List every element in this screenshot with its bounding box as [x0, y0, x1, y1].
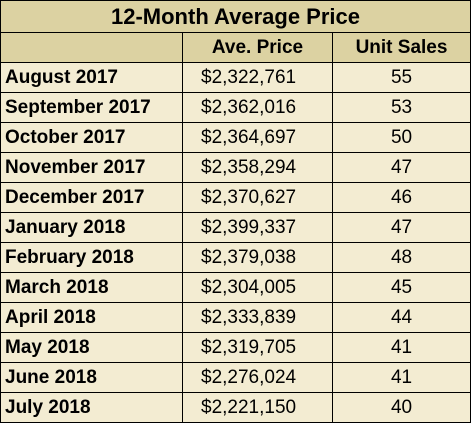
price-cell: $2,379,038 [182, 242, 333, 273]
table-row: October 2017 $2,364,697 50 [0, 122, 471, 153]
price-cell: $2,322,761 [182, 62, 333, 93]
month-cell: April 2018 [0, 302, 183, 333]
sales-cell: 41 [331, 362, 471, 393]
sales-cell: 50 [331, 122, 471, 153]
price-cell: $2,364,697 [182, 122, 333, 153]
price-cell: $2,370,627 [182, 182, 333, 213]
sales-cell: 40 [331, 392, 471, 423]
price-cell: $2,333,839 [182, 302, 333, 333]
table-row: September 2017 $2,362,016 53 [0, 92, 471, 123]
sales-cell: 53 [331, 92, 471, 123]
price-cell: $2,276,024 [182, 362, 333, 393]
month-cell: December 2017 [0, 182, 183, 213]
price-cell: $2,399,337 [182, 212, 333, 243]
table-title: 12-Month Average Price [0, 0, 471, 33]
month-cell: May 2018 [0, 332, 183, 363]
month-cell: November 2017 [0, 152, 183, 183]
month-cell: January 2018 [0, 212, 183, 243]
price-cell: $2,304,005 [182, 272, 333, 303]
price-cell: $2,221,150 [182, 392, 333, 423]
sales-cell: 47 [331, 212, 471, 243]
table-row: December 2017 $2,370,627 46 [0, 182, 471, 213]
price-cell: $2,319,705 [182, 332, 333, 363]
table-row: May 2018 $2,319,705 41 [0, 332, 471, 363]
month-cell: March 2018 [0, 272, 183, 303]
header-row: Ave. Price Unit Sales [0, 32, 471, 63]
title-row: 12-Month Average Price [0, 0, 471, 33]
unit-sales-header: Unit Sales [331, 32, 471, 63]
sales-cell: 55 [331, 62, 471, 93]
sales-cell: 47 [331, 152, 471, 183]
table-row: January 2018 $2,399,337 47 [0, 212, 471, 243]
table-row: February 2018 $2,379,038 48 [0, 242, 471, 273]
month-cell: February 2018 [0, 242, 183, 273]
month-cell: June 2018 [0, 362, 183, 393]
price-cell: $2,362,016 [182, 92, 333, 123]
table-row: July 2018 $2,221,150 40 [0, 392, 471, 423]
sales-cell: 48 [331, 242, 471, 273]
month-header [0, 32, 183, 63]
month-cell: July 2018 [0, 392, 183, 423]
table-row: August 2017 $2,322,761 55 [0, 62, 471, 93]
sales-cell: 45 [331, 272, 471, 303]
month-cell: October 2017 [0, 122, 183, 153]
sales-cell: 41 [331, 332, 471, 363]
table-row: November 2017 $2,358,294 47 [0, 152, 471, 183]
price-cell: $2,358,294 [182, 152, 333, 183]
ave-price-header: Ave. Price [182, 32, 333, 63]
sales-cell: 46 [331, 182, 471, 213]
month-cell: September 2017 [0, 92, 183, 123]
table-row: March 2018 $2,304,005 45 [0, 272, 471, 303]
table-row: April 2018 $2,333,839 44 [0, 302, 471, 333]
month-cell: August 2017 [0, 62, 183, 93]
table-row: June 2018 $2,276,024 41 [0, 362, 471, 393]
sales-cell: 44 [331, 302, 471, 333]
